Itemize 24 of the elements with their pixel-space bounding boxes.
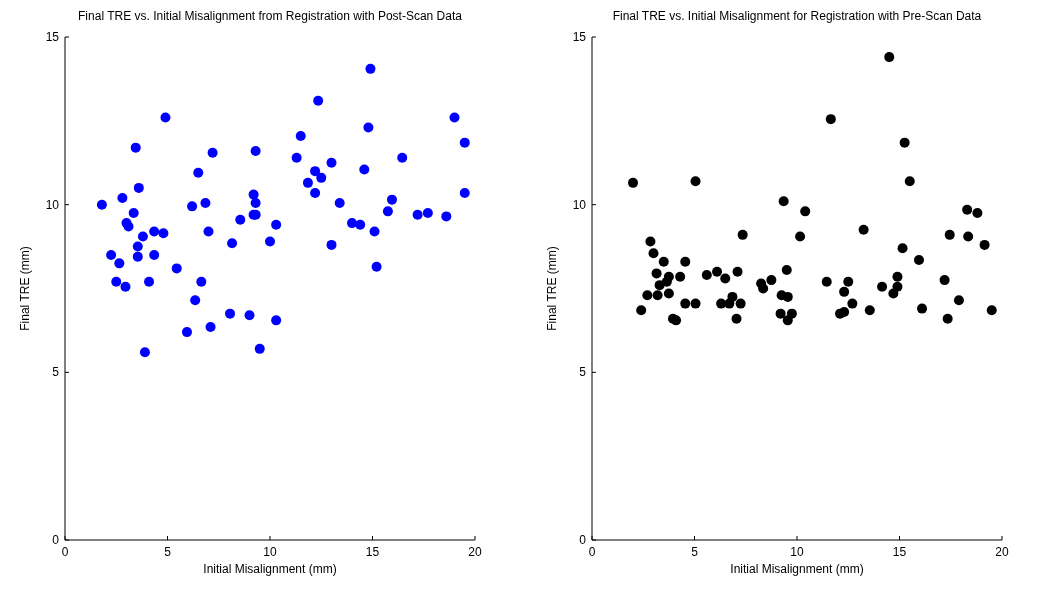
y-tick-label: 0 [52,533,60,547]
y-tick-label: 15 [45,30,60,44]
y-tick-label: 10 [572,197,587,212]
x-tick-label: 10 [790,545,804,559]
x-tick-label: 0 [61,545,69,559]
chart-title: Final TRE vs. Initial Misalignment from Registration with Post-Scan Data [78,9,463,23]
y-axis-title: Final TRE (mm) [18,246,32,331]
x-tick-label: 20 [468,545,482,559]
x-tick-label: 5 [164,545,172,559]
y-tick-label: 0 [579,533,587,547]
y-tick-label: 15 [572,30,587,44]
x-tick-label: 15 [892,545,907,559]
y-tick-label: 5 [579,365,587,380]
x-tick-label: 5 [691,545,699,559]
x-axis-title: Initial Misalignment (mm) [730,562,864,576]
x-tick-label: 20 [995,545,1009,559]
y-tick-label: 5 [52,365,60,380]
x-axis-title: Initial Misalignment (mm) [203,562,337,576]
y-axis-title: Final TRE (mm) [545,246,559,331]
y-tick-label: 10 [45,197,60,212]
x-tick-label: 0 [588,545,596,559]
chart-title: Final TRE vs. Initial Misalignment for Registration with Pre-Scan Data [612,9,982,23]
x-tick-label: 10 [263,545,277,559]
x-tick-label: 15 [365,545,380,559]
